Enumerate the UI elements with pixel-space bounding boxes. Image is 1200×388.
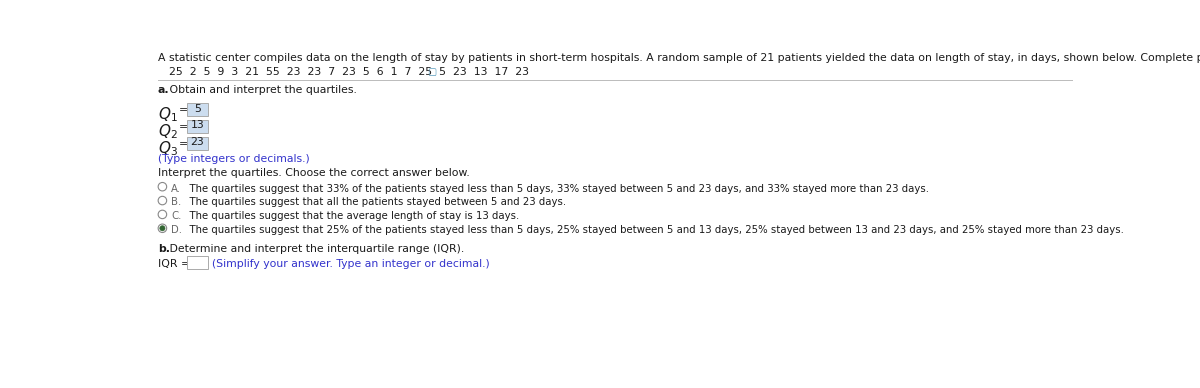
FancyBboxPatch shape — [187, 256, 208, 269]
Text: ▢: ▢ — [427, 68, 436, 77]
Text: The quartiles suggest that 25% of the patients stayed less than 5 days, 25% stay: The quartiles suggest that 25% of the pa… — [184, 225, 1124, 235]
Text: (Type integers or decimals.): (Type integers or decimals.) — [157, 154, 310, 165]
Text: The quartiles suggest that 33% of the patients stayed less than 5 days, 33% stay: The quartiles suggest that 33% of the pa… — [184, 184, 929, 194]
Text: A.: A. — [170, 184, 181, 194]
Text: =: = — [179, 139, 188, 149]
FancyBboxPatch shape — [187, 120, 208, 133]
Text: Determine and interpret the interquartile range (IQR).: Determine and interpret the interquartil… — [166, 244, 463, 254]
Text: D.: D. — [170, 225, 182, 235]
Text: (Simplify your answer. Type an integer or decimal.): (Simplify your answer. Type an integer o… — [212, 259, 490, 269]
Text: 13: 13 — [191, 121, 204, 130]
Text: a.: a. — [157, 85, 169, 95]
Text: Interpret the quartiles. Choose the correct answer below.: Interpret the quartiles. Choose the corr… — [157, 168, 469, 178]
Text: $Q_2$: $Q_2$ — [157, 122, 178, 141]
Text: b.: b. — [157, 244, 169, 254]
FancyBboxPatch shape — [187, 137, 208, 150]
Text: 5: 5 — [194, 104, 200, 114]
Text: B.: B. — [170, 197, 181, 208]
Text: 23: 23 — [191, 137, 204, 147]
Text: The quartiles suggest that the average length of stay is 13 days.: The quartiles suggest that the average l… — [184, 211, 520, 221]
Text: Obtain and interpret the quartiles.: Obtain and interpret the quartiles. — [166, 85, 356, 95]
Text: =: = — [179, 122, 188, 132]
Circle shape — [160, 226, 166, 231]
Text: 25  2  5  9  3  21  55  23  23  7  23  5  6  1  7  25  5  23  13  17  23: 25 2 5 9 3 21 55 23 23 7 23 5 6 1 7 25 5… — [169, 68, 529, 77]
Text: $Q_3$: $Q_3$ — [157, 139, 178, 158]
Text: The quartiles suggest that all the patients stayed between 5 and 23 days.: The quartiles suggest that all the patie… — [184, 197, 566, 208]
Text: A statistic center compiles data on the length of stay by patients in short-term: A statistic center compiles data on the … — [157, 53, 1200, 63]
FancyBboxPatch shape — [187, 103, 208, 116]
Text: C.: C. — [170, 211, 181, 221]
Text: IQR =: IQR = — [157, 259, 193, 269]
Text: =: = — [179, 105, 188, 115]
Text: $Q_1$: $Q_1$ — [157, 105, 178, 124]
